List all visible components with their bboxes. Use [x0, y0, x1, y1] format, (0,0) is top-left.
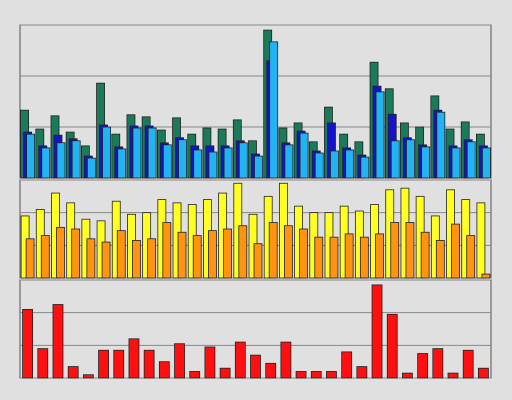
bar — [330, 150, 339, 179]
bar — [128, 338, 140, 379]
bar — [280, 341, 292, 379]
bar — [314, 152, 324, 179]
bar — [375, 233, 384, 279]
bar — [386, 313, 398, 379]
bar — [314, 236, 324, 279]
bar — [162, 144, 172, 179]
bar — [132, 240, 141, 279]
bar — [462, 349, 474, 379]
bar — [234, 341, 246, 379]
bar — [189, 371, 201, 379]
bar — [102, 126, 111, 179]
bar — [86, 157, 96, 179]
bar — [447, 372, 459, 379]
bar — [116, 230, 126, 279]
bar — [360, 156, 370, 179]
bar — [326, 371, 337, 379]
bar — [254, 155, 263, 179]
bar — [147, 238, 157, 279]
bar — [238, 142, 248, 179]
bar — [283, 225, 293, 279]
bar — [269, 41, 279, 179]
bar — [329, 236, 339, 279]
bar — [22, 308, 33, 379]
bar — [436, 111, 446, 179]
bar — [208, 151, 218, 179]
bar — [341, 351, 353, 379]
bar — [56, 226, 65, 279]
bar — [52, 304, 64, 379]
bar — [371, 284, 383, 379]
bar — [86, 238, 96, 279]
bar — [420, 231, 430, 279]
bar — [405, 222, 415, 279]
bar — [132, 127, 142, 179]
bar — [390, 140, 400, 179]
bar — [250, 354, 261, 379]
bar — [466, 235, 476, 279]
bar — [101, 241, 111, 279]
bar — [40, 235, 50, 279]
bar — [71, 140, 81, 179]
bar — [98, 349, 109, 379]
bar — [402, 372, 413, 379]
bar — [310, 371, 322, 379]
bar — [192, 235, 202, 279]
bar — [147, 127, 157, 179]
bar — [435, 240, 445, 279]
bar — [344, 233, 354, 279]
bar — [238, 225, 248, 279]
bar — [432, 348, 444, 379]
bar — [113, 349, 125, 379]
bar — [482, 147, 491, 179]
bar — [193, 149, 203, 179]
bar — [223, 147, 233, 179]
bar — [466, 141, 476, 179]
bar — [451, 223, 460, 279]
bar — [178, 139, 187, 179]
bar — [345, 149, 355, 179]
bar — [174, 343, 185, 379]
bar — [265, 362, 277, 379]
bar — [284, 144, 294, 179]
bar — [268, 222, 278, 279]
bar — [208, 230, 217, 279]
bar — [37, 348, 49, 379]
bar — [375, 91, 385, 179]
bar — [158, 361, 170, 379]
bar — [71, 228, 81, 279]
bar — [299, 132, 309, 179]
bar — [219, 367, 231, 379]
bar — [67, 366, 79, 379]
bar — [417, 353, 429, 379]
bar — [356, 366, 368, 379]
bar — [204, 346, 216, 379]
bar — [253, 243, 263, 279]
bar — [25, 238, 35, 279]
bar — [299, 228, 308, 279]
bar — [41, 147, 51, 179]
bar — [359, 236, 369, 279]
bar — [295, 371, 307, 379]
bar — [223, 228, 233, 279]
bar — [26, 133, 35, 179]
bar — [476, 202, 486, 279]
bar — [478, 367, 489, 379]
bar — [117, 148, 127, 179]
bar — [82, 374, 94, 379]
bar — [421, 146, 431, 179]
bar — [390, 222, 400, 279]
bar — [451, 147, 461, 179]
bar — [481, 273, 491, 279]
bar — [177, 231, 187, 279]
bar — [162, 222, 172, 279]
bar — [56, 142, 66, 179]
bar — [143, 349, 155, 379]
bar — [406, 139, 415, 179]
